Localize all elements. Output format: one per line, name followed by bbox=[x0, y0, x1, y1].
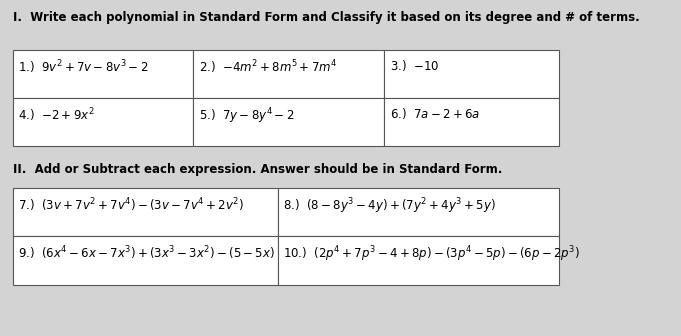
Bar bbox=[278, 236, 558, 285]
Text: 3.)  $-10$: 3.) $-10$ bbox=[390, 58, 439, 73]
Bar bbox=[193, 98, 384, 146]
Text: 8.)  $(8 - 8y^3 - 4y) + (7y^2 + 4y^3 + 5y)$: 8.) $(8 - 8y^3 - 4y) + (7y^2 + 4y^3 + 5y… bbox=[283, 196, 496, 216]
Text: II.  Add or Subtract each expression. Answer should be in Standard Form.: II. Add or Subtract each expression. Ans… bbox=[13, 163, 502, 176]
Text: 6.)  $7a - 2 + 6a$: 6.) $7a - 2 + 6a$ bbox=[390, 107, 480, 121]
Bar bbox=[384, 50, 558, 98]
Bar bbox=[13, 50, 193, 98]
Bar bbox=[13, 236, 278, 285]
Bar bbox=[193, 50, 384, 98]
Bar bbox=[13, 98, 193, 146]
Text: 5.)  $7y - 8y^4 - 2$: 5.) $7y - 8y^4 - 2$ bbox=[199, 107, 294, 126]
Bar bbox=[13, 188, 278, 236]
Text: 4.)  $-2 + 9x^2$: 4.) $-2 + 9x^2$ bbox=[18, 107, 95, 124]
Text: 9.)  $(6x^4 - 6x - 7x^3) + (3x^3 - 3x^2) - (5 - 5x)$: 9.) $(6x^4 - 6x - 7x^3) + (3x^3 - 3x^2) … bbox=[18, 245, 275, 262]
Bar bbox=[384, 98, 558, 146]
Text: I.  Write each polynomial in Standard Form and Classify it based on its degree a: I. Write each polynomial in Standard For… bbox=[13, 11, 639, 25]
Bar bbox=[278, 188, 558, 236]
Text: 1.)  $9v^2 + 7v - 8v^3 - 2$: 1.) $9v^2 + 7v - 8v^3 - 2$ bbox=[18, 58, 149, 76]
Text: 7.)  $(3v + 7v^2 + 7v^4) - (3v - 7v^4 + 2v^2)$: 7.) $(3v + 7v^2 + 7v^4) - (3v - 7v^4 + 2… bbox=[18, 196, 244, 214]
Text: 10.)  $(2p^4 + 7p^3 - 4 + 8p) - (3p^4 - 5p) - (6p - 2p^3)$: 10.) $(2p^4 + 7p^3 - 4 + 8p) - (3p^4 - 5… bbox=[283, 245, 580, 264]
Text: 2.)  $-4m^2 + 8m^5 + 7m^4$: 2.) $-4m^2 + 8m^5 + 7m^4$ bbox=[199, 58, 337, 76]
